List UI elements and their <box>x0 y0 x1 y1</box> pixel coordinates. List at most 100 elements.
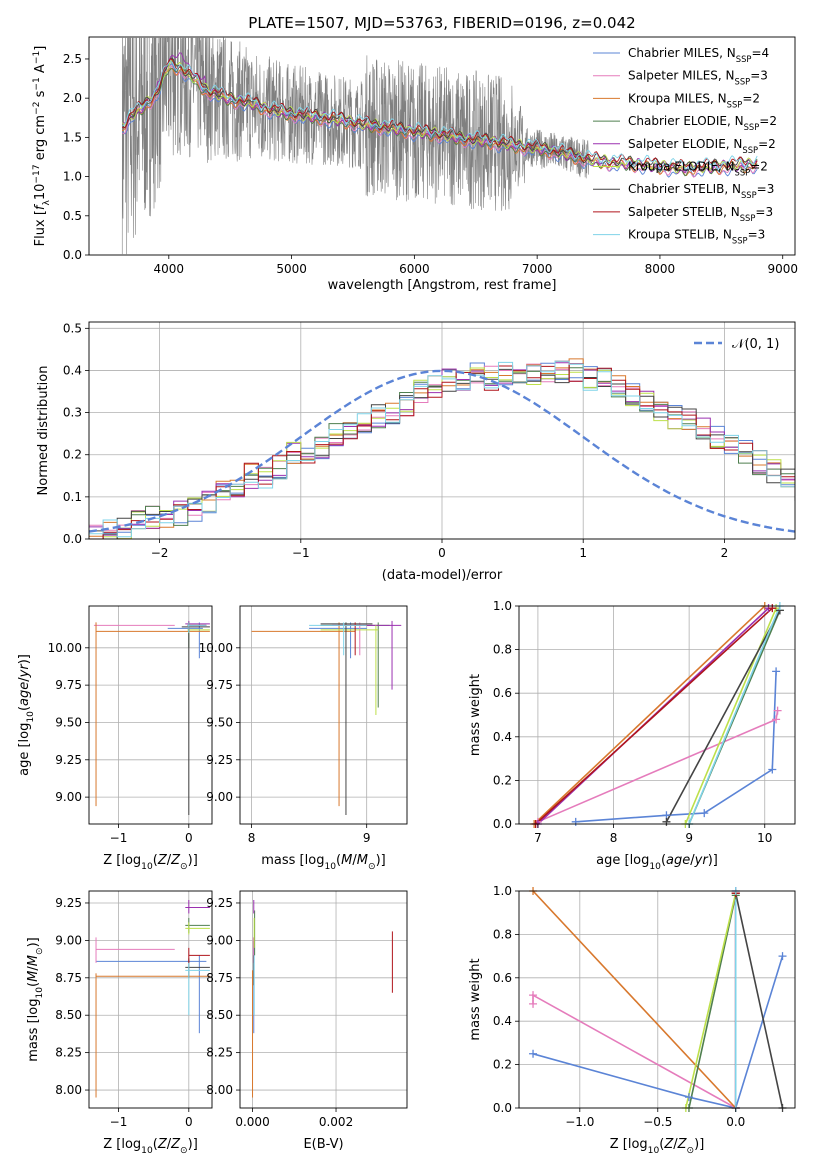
y-tick-label: 0.6 <box>493 971 512 985</box>
axes-frame <box>88 890 213 1109</box>
label-part: log <box>121 853 141 868</box>
label-part: =2 <box>742 91 760 105</box>
label-part: 10 <box>33 184 48 201</box>
x-axis-label: E(B-V) <box>303 1137 343 1152</box>
label-part: SSP <box>732 236 748 246</box>
y-tick-label: 0.0 <box>63 532 82 546</box>
weight-line-chabrier_elodie <box>688 895 737 1108</box>
y-axis-label: Normed distribution <box>36 366 51 496</box>
label-part: Z <box>170 1137 181 1152</box>
label-part: −17 <box>32 164 42 183</box>
label-part: =2 <box>758 137 776 151</box>
label-part: Salpeter STELIB, N <box>628 205 740 219</box>
x-axis-label: Z [log10(Z/Z⊙)] <box>610 1137 705 1156</box>
histogram-chabrier_elodie <box>89 367 795 539</box>
x-tick-label: 7 <box>534 831 542 845</box>
x-tick-label: −1.0 <box>565 1115 594 1129</box>
weight-marker-salpeter_miles <box>773 706 782 715</box>
y-tick-label: 8.75 <box>55 971 82 985</box>
y-tick-label: 10.00 <box>199 641 233 655</box>
weight-marker-salpeter_miles <box>529 991 538 1000</box>
weight-marker-salpeter_miles <box>772 715 781 724</box>
label-part: −1 <box>32 51 42 64</box>
y-tick-label: 8.25 <box>206 1046 233 1060</box>
y-tick-label: 0.4 <box>493 1014 512 1028</box>
label-part: SSP <box>735 77 751 87</box>
y-tick-label: 9.00 <box>55 790 82 804</box>
weight-line-salpeter_miles <box>537 710 779 823</box>
label-part: 10 <box>26 711 36 723</box>
y-tick-label: 8.25 <box>55 1046 82 1060</box>
label-part: Z <box>663 1137 674 1152</box>
y-axis-label: mass weight <box>468 674 483 756</box>
y-tick-label: 0.5 <box>63 321 82 335</box>
label-part: 10 <box>141 862 153 872</box>
y-tick-label: 9.00 <box>206 933 233 947</box>
spectrum-plot-area <box>121 37 758 255</box>
panel-weight_vs_z: −1.0 −0.5 0.0 0.0 0.2 0.4 0.6 0.8 1.0 mass weight… <box>468 884 796 1156</box>
histogram-kroupa_elodie <box>89 367 795 539</box>
legend-entry-salpeter_stelib: Salpeter STELIB, NSSP=3 <box>628 205 773 223</box>
weight-line-salpeter_stelib <box>535 607 773 824</box>
label-part: / <box>17 677 32 682</box>
y-tick-label: 9.75 <box>206 678 233 692</box>
x-tick-label: −2 <box>151 546 169 560</box>
x-tick-label: 8000 <box>645 262 676 276</box>
y-tick-label: 0.4 <box>493 730 512 744</box>
y-tick-label: 9.50 <box>206 715 233 729</box>
label-part: ⊙ <box>35 947 45 955</box>
panel-mass_vs_ebv: 0.000 0.002 8.00 8.25 8.50 8.75 9.00 9.25 E(B-V) <box>206 890 408 1152</box>
label-part: ] <box>33 46 48 51</box>
y-tick-label: 8.50 <box>55 1008 82 1022</box>
label-part: log <box>628 1137 648 1152</box>
x-tick-label: 4000 <box>154 262 185 276</box>
axes-frame <box>518 890 796 1109</box>
axes-frame <box>239 890 408 1109</box>
label-part: ⊙ <box>687 1146 695 1156</box>
legend-entry-salpeter_elodie: Salpeter ELODIE, NSSP=2 <box>628 137 776 155</box>
label-part: Salpeter ELODIE, N <box>628 137 742 151</box>
label-part: / <box>167 1137 172 1152</box>
label-part: Z <box>157 1137 168 1152</box>
label-part: )] <box>188 853 198 868</box>
label-part: ( <box>336 853 341 868</box>
label-part: age [ <box>596 853 629 868</box>
age_vs_mass-plot-area <box>251 620 402 816</box>
label-part: mass [ <box>26 1018 41 1061</box>
x-tick-label: 5000 <box>276 262 307 276</box>
y-tick-label: 8.50 <box>206 1008 233 1022</box>
label-part: =4 <box>751 46 769 60</box>
weight-line-kroupa_miles <box>532 891 737 1108</box>
label-part: λ <box>42 200 52 206</box>
x-tick-label: −1 <box>110 831 128 845</box>
weight-line-kroupa_elodie <box>685 893 737 1108</box>
x-tick-label: 9000 <box>767 262 798 276</box>
label-part: SSP <box>742 145 758 155</box>
label-part: age <box>17 682 32 706</box>
label-part: Chabrier ELODIE, N <box>628 114 744 128</box>
label-part: age [ <box>17 742 32 775</box>
x-axis-label: wavelength [Angstrom, rest frame] <box>328 278 557 293</box>
histogram-chabrier_stelib <box>89 363 795 539</box>
x-tick-label: 6000 <box>399 262 430 276</box>
label-part: Z [ <box>610 1137 628 1152</box>
panel-spectrum: 4000 5000 6000 7000 8000 9000 0.0 0.5 1.0 1.5 2.0 2… <box>32 14 798 293</box>
x-tick-label: 0 <box>185 831 193 845</box>
label-part: f <box>33 203 48 210</box>
label-part: SSP <box>735 168 751 178</box>
legend-entry-kroupa_elodie: Kroupa ELODIE, NSSP=2 <box>628 160 768 178</box>
label-part: ( <box>26 982 41 987</box>
weight-line-kroupa_elodie <box>684 607 777 824</box>
label-part: )] <box>694 1137 704 1152</box>
label-part: Chabrier MILES, N <box>628 46 736 60</box>
label-part: log <box>17 723 32 743</box>
legend-entry-salpeter_miles: Salpeter MILES, NSSP=3 <box>628 69 768 87</box>
label-part: SSP <box>727 99 743 109</box>
label-part: Z <box>677 1137 688 1152</box>
label-part: Chabrier STELIB, N <box>628 182 741 196</box>
label-part: ⊙ <box>180 1146 188 1156</box>
axes-frame <box>88 36 796 256</box>
label-part: mass [ <box>261 853 304 868</box>
x-tick-label: 0.0 <box>726 1115 745 1129</box>
